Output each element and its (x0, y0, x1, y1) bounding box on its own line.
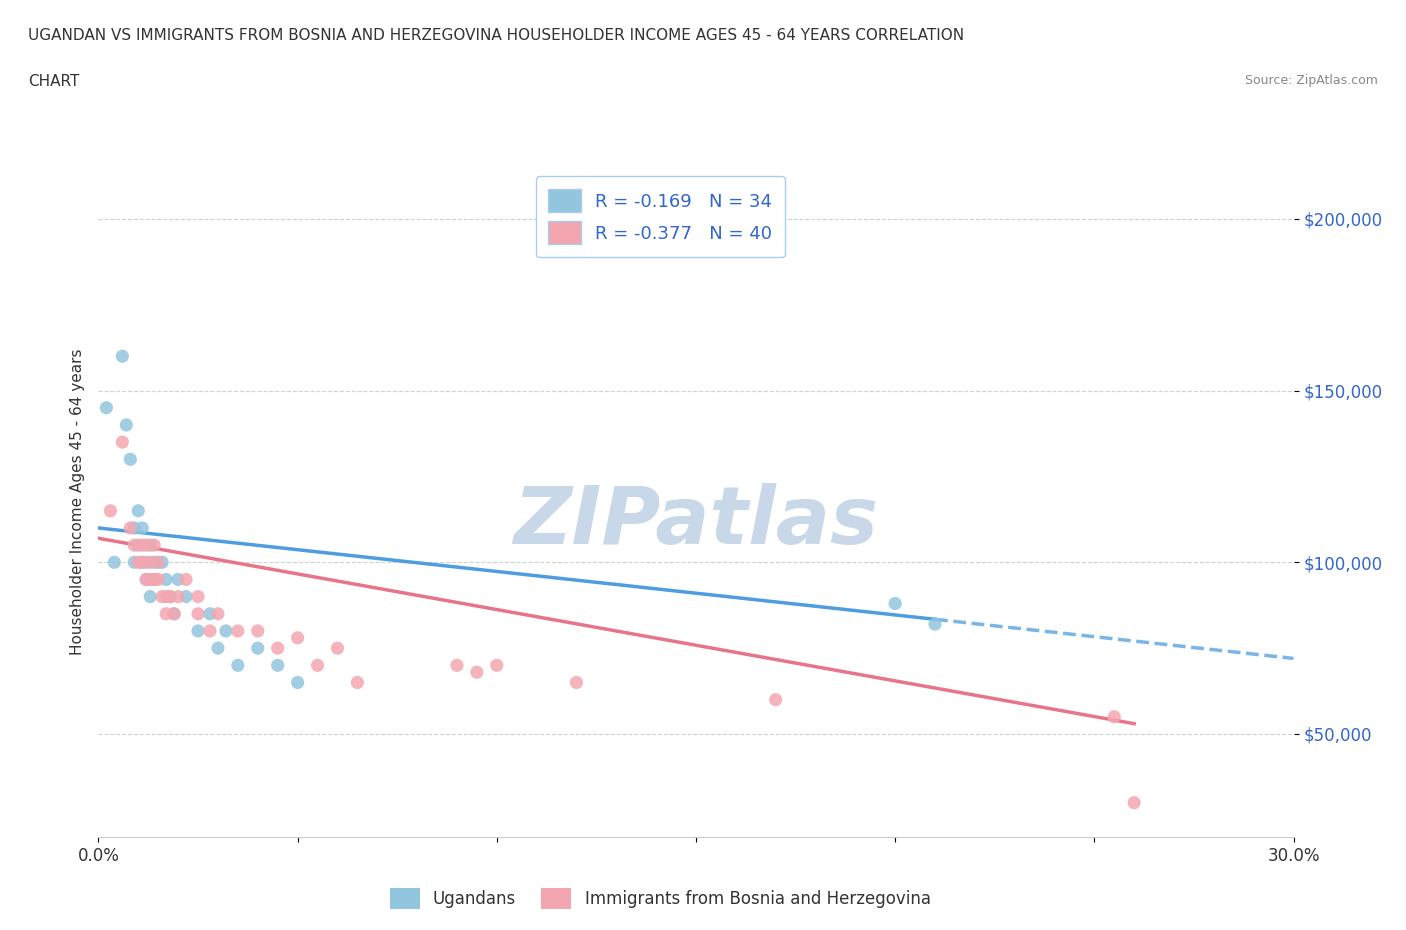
Point (226, 623, 249, 638)
Point (346, 675, 368, 690)
Legend: Ugandans, Immigrants from Bosnia and Herzegovina: Ugandans, Immigrants from Bosnia and Her… (382, 881, 938, 916)
Point (131, 521, 153, 536)
Point (124, 555, 146, 570)
Point (135, 572, 157, 587)
Point (198, 623, 221, 638)
Point (207, 606, 229, 621)
Point (287, 631, 309, 645)
Point (135, 572, 157, 587)
Point (150, 590, 173, 604)
Point (198, 606, 221, 621)
Point (163, 606, 186, 621)
Y-axis label: Householder Income Ages 45 - 64 years: Householder Income Ages 45 - 64 years (69, 349, 84, 656)
Point (96, 400, 118, 415)
Point (884, 596, 907, 611)
Point (187, 606, 209, 621)
Point (127, 538, 149, 552)
Point (148, 555, 170, 570)
Point (307, 658, 329, 672)
Point (159, 590, 181, 604)
Point (155, 590, 177, 604)
Point (131, 555, 153, 570)
Point (485, 658, 508, 672)
Point (139, 538, 162, 552)
Point (139, 590, 162, 604)
Point (124, 538, 146, 552)
Point (148, 572, 170, 587)
Point (565, 675, 588, 690)
Point (155, 572, 177, 587)
Point (207, 641, 229, 656)
Point (326, 641, 349, 656)
Point (174, 572, 197, 587)
Point (226, 658, 249, 672)
Point (1123, 795, 1146, 810)
Point (143, 572, 166, 587)
Point (127, 503, 149, 518)
Point (1102, 710, 1125, 724)
Point (143, 555, 166, 570)
Point (120, 521, 142, 536)
Text: CHART: CHART (28, 74, 80, 89)
Text: Source: ZipAtlas.com: Source: ZipAtlas.com (1244, 74, 1378, 87)
Point (111, 349, 134, 364)
Point (150, 555, 173, 570)
Point (287, 675, 309, 690)
Point (765, 692, 787, 707)
Point (215, 623, 238, 638)
Point (111, 434, 134, 449)
Point (98, 503, 122, 518)
Text: UGANDAN VS IMMIGRANTS FROM BOSNIA AND HERZEGOVINA HOUSEHOLDER INCOME AGES 45 - 6: UGANDAN VS IMMIGRANTS FROM BOSNIA AND HE… (28, 28, 965, 43)
Point (103, 555, 125, 570)
Point (246, 623, 269, 638)
Point (143, 538, 166, 552)
Point (163, 606, 186, 621)
Point (246, 641, 269, 656)
Point (187, 590, 209, 604)
Point (155, 606, 177, 621)
Point (148, 555, 170, 570)
Text: ZIPatlas: ZIPatlas (513, 484, 879, 562)
Point (139, 572, 162, 587)
Point (135, 555, 157, 570)
Point (127, 555, 149, 570)
Point (187, 623, 209, 638)
Point (143, 572, 166, 587)
Point (174, 590, 197, 604)
Point (465, 665, 488, 680)
Point (131, 538, 153, 552)
Point (267, 641, 290, 656)
Point (135, 538, 157, 552)
Point (139, 555, 162, 570)
Point (124, 521, 146, 536)
Point (446, 658, 468, 672)
Point (167, 590, 190, 604)
Point (115, 418, 138, 432)
Point (120, 452, 142, 467)
Point (924, 617, 946, 631)
Point (167, 572, 190, 587)
Point (267, 658, 290, 672)
Point (159, 590, 181, 604)
Point (131, 555, 153, 570)
